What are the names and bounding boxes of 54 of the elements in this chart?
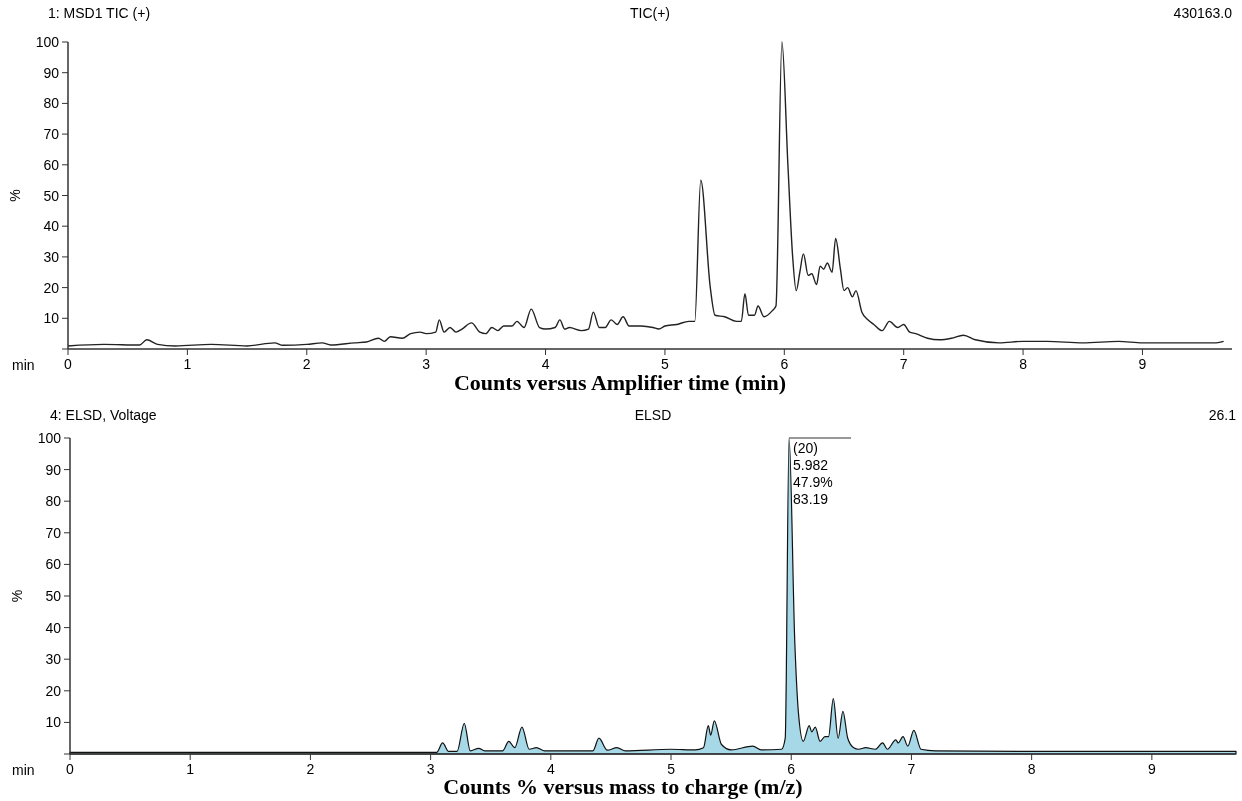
- x-tick-label: 3: [426, 761, 435, 777]
- y-axis-title: %: [7, 189, 23, 202]
- line-series: [67, 41, 1225, 347]
- y-tick-label: 50: [45, 588, 62, 604]
- y-axis-title: %: [9, 589, 25, 603]
- x-axis-title: Counts % versus mass to charge (m/z): [443, 774, 803, 799]
- chart-subtitle: 4: ELSD, Voltage: [50, 407, 157, 423]
- x-tick-label: 5: [667, 761, 676, 777]
- x-tick-label: 7: [899, 356, 908, 372]
- x-tick-label: 5: [661, 356, 670, 372]
- x-tick-label: 4: [541, 356, 550, 372]
- y-tick-label: 100: [35, 34, 60, 50]
- x-tick-label: 6: [780, 356, 789, 372]
- x-tick-label: 6: [787, 761, 796, 777]
- x-tick-label: 0: [64, 356, 73, 372]
- x-tick-label: 9: [1138, 356, 1147, 372]
- y-tick-label: 90: [45, 461, 62, 478]
- chart-title: TIC(+): [629, 5, 671, 21]
- y-tick-label: 80: [43, 95, 60, 112]
- text: 430163.0: [1173, 5, 1233, 21]
- x-tick-label: 7: [907, 761, 916, 777]
- x-tick-label: 2: [302, 356, 311, 372]
- y-tick-label: 70: [45, 524, 62, 541]
- x-tick-label: 1: [186, 761, 195, 777]
- text: 26.1: [1208, 407, 1237, 423]
- x-tick-label: 9: [1147, 761, 1156, 777]
- y-tick-label: 40: [45, 619, 62, 636]
- y-tick-label: 20: [43, 279, 60, 296]
- x-tick-label: 3: [422, 356, 431, 372]
- y-tick-label: 80: [45, 493, 62, 510]
- y-tick-label: 30: [43, 248, 60, 265]
- y-tick-label: 40: [43, 218, 60, 235]
- y-tick-label: 10: [43, 310, 60, 327]
- y-tick-label: 30: [45, 651, 62, 668]
- y-tick-label: 60: [43, 156, 60, 173]
- x-tick-label: 2: [306, 761, 315, 777]
- y-tick-label: 50: [43, 187, 60, 204]
- x-tick-label: 8: [1019, 356, 1028, 372]
- y-tick-label: 20: [45, 682, 62, 699]
- chart-subtitle: 1: MSD1 TIC (+): [48, 5, 151, 21]
- x-tick-label: 1: [183, 356, 192, 372]
- y-tick-label: 90: [43, 64, 60, 81]
- y-tick-label: 10: [45, 714, 62, 731]
- x-tick-label: 8: [1027, 761, 1036, 777]
- annotation: (20) 5.982 47.9% 83.19: [793, 440, 833, 507]
- x-axis-title: Counts versus Amplifier time (min): [453, 370, 787, 395]
- text: min: [12, 357, 35, 373]
- x-tick-label: 4: [546, 761, 555, 777]
- chart-title: ELSD: [634, 407, 672, 423]
- y-tick-label: 60: [45, 556, 62, 573]
- text: min: [12, 762, 35, 778]
- y-tick-label: 70: [43, 126, 60, 143]
- y-tick-label: 100: [37, 430, 62, 446]
- x-tick-label: 0: [66, 761, 75, 777]
